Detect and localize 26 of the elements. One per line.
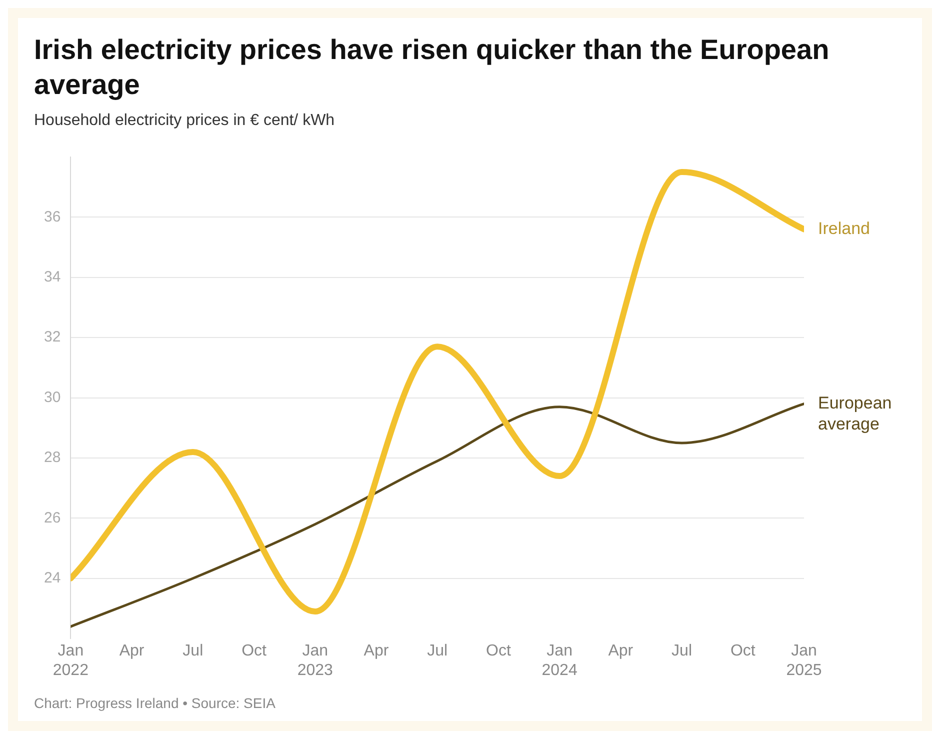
- chart-subtitle: Household electricity prices in € cent/ kWh: [34, 112, 336, 130]
- x-tick-label: Jul: [427, 642, 448, 660]
- y-tick-label: 24: [44, 570, 61, 587]
- x-tick-label: Oct: [730, 642, 756, 660]
- x-tick-label: Jan 2024: [542, 642, 578, 679]
- chart-title: Irish electricity prices have risen quicker than the European average: [34, 33, 830, 102]
- x-tick-label: Apr: [608, 642, 634, 660]
- y-tick-label: 30: [44, 388, 61, 406]
- x-tick-label: Jul: [182, 642, 204, 660]
- y-tick-label: 28: [44, 449, 61, 466]
- x-tick-label: Oct: [486, 642, 512, 660]
- y-tick-label: 36: [44, 208, 61, 226]
- x-tick-label: Jan 2022: [52, 642, 89, 679]
- x-tick-label: Jan 2025: [786, 642, 822, 679]
- x-tick-label: Oct: [242, 642, 268, 660]
- text: Chart: Progress Ireland • Source: SEIA: [34, 695, 276, 711]
- x-tick-label: Apr: [364, 642, 390, 660]
- x-tick-label: Apr: [119, 642, 145, 660]
- y-tick-label: 26: [44, 509, 61, 526]
- series-label: Ireland: [818, 218, 870, 238]
- x-tick-label: Jan 2023: [297, 642, 334, 679]
- series-label: European average: [818, 394, 892, 434]
- y-tick-label: 32: [44, 328, 61, 346]
- x-tick-label: Jul: [672, 642, 692, 660]
- y-tick-label: 34: [44, 268, 61, 286]
- line-series: [70, 402, 804, 628]
